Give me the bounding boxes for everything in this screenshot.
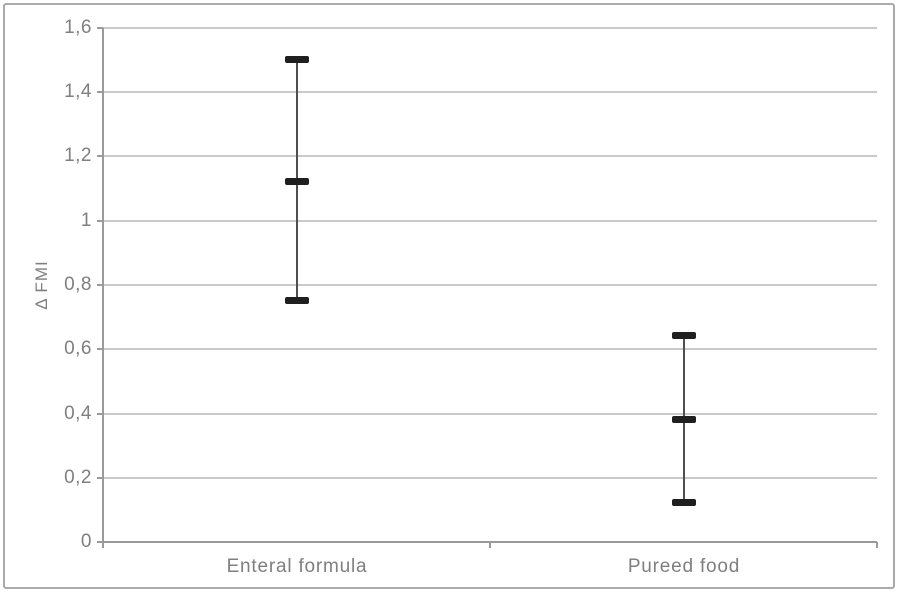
y-axis	[102, 28, 104, 542]
y-axis-tick	[97, 284, 103, 286]
gridline	[103, 348, 877, 350]
y-tick-label: 1,4	[64, 81, 92, 102]
y-axis-tick	[97, 348, 103, 350]
y-axis-tick	[97, 91, 103, 93]
figure-border	[3, 3, 895, 589]
errorbar-marker-mid	[285, 178, 309, 185]
gridline	[103, 155, 877, 157]
y-axis-tick	[97, 413, 103, 415]
errorbar-cap-high	[285, 56, 309, 63]
y-tick-label: 0,6	[64, 338, 92, 359]
y-tick-label: 0,2	[64, 467, 92, 488]
gridline	[103, 91, 877, 93]
y-tick-label: 1,2	[64, 145, 92, 166]
y-tick-label: 0,8	[64, 274, 92, 295]
y-axis-tick	[97, 477, 103, 479]
x-category-label: Enteral formula	[226, 556, 368, 577]
gridline	[103, 27, 877, 29]
y-axis-tick	[97, 541, 103, 543]
x-axis-tick	[876, 542, 878, 548]
gridline	[103, 284, 877, 286]
errorbar-cap-high	[672, 332, 696, 339]
y-tick-label: 0,4	[64, 403, 92, 424]
x-category-label: Pureed food	[627, 556, 741, 577]
x-axis-tick	[102, 542, 104, 548]
errorbar-cap-low	[285, 297, 309, 304]
gridline	[103, 220, 877, 222]
errorbar-marker-mid	[672, 416, 696, 423]
y-tick-label: 1	[80, 210, 92, 231]
y-axis-tick	[97, 220, 103, 222]
y-axis-tick	[97, 155, 103, 157]
y-tick-label: 0	[80, 531, 92, 552]
y-axis-tick	[97, 27, 103, 29]
x-axis-tick	[489, 542, 491, 548]
errorbar-cap-low	[672, 499, 696, 506]
gridline	[103, 413, 877, 415]
gridline	[103, 477, 877, 479]
y-tick-label: 1,6	[64, 17, 92, 38]
